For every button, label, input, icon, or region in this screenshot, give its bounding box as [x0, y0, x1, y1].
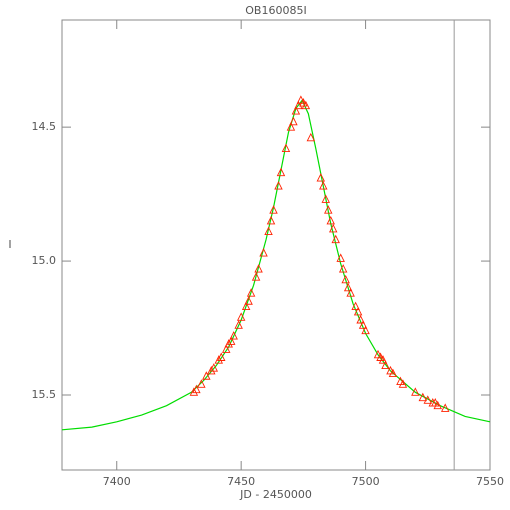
data-point: [353, 306, 363, 316]
data-point: [378, 355, 388, 364]
data-point: [236, 312, 246, 321]
data-point: [381, 360, 390, 369]
data-point: [291, 106, 301, 115]
data-point: [418, 392, 428, 402]
data-point: [341, 274, 350, 284]
data-point: [192, 384, 201, 394]
data-point: [358, 320, 368, 329]
data-point: [226, 336, 236, 345]
data-point: [356, 314, 365, 324]
x-tick-label: 7500: [352, 475, 380, 488]
y-tick-label: 15.5: [32, 388, 57, 401]
data-point: [259, 248, 268, 257]
data-point: [398, 379, 408, 388]
data-point: [197, 379, 206, 388]
data-point: [329, 223, 338, 233]
model-curve: [61, 99, 491, 431]
data-point: [338, 264, 348, 273]
plot-frame: [61, 19, 491, 471]
data-point: [331, 234, 340, 244]
data-point: [351, 301, 360, 311]
data-point: [411, 387, 420, 396]
x-tick-label: 7400: [103, 475, 131, 488]
data-point: [207, 365, 216, 375]
data-point: [241, 301, 251, 311]
data-point: [319, 181, 328, 190]
y-tick-label: 15.0: [32, 254, 57, 267]
data-point: [214, 355, 223, 364]
data-point: [336, 253, 345, 262]
x-tick-label: 7550: [476, 475, 504, 488]
data-point: [289, 116, 298, 126]
data-point: [388, 368, 398, 378]
data-point: [269, 205, 278, 214]
data-point: [281, 143, 291, 153]
data-point: [246, 288, 256, 297]
x-axis-label: JD - 2450000: [239, 488, 312, 501]
x-tick-label: 7450: [227, 475, 255, 488]
data-point: [234, 320, 243, 329]
data-point: [251, 272, 261, 281]
data-point: [324, 205, 333, 214]
data-point: [321, 194, 330, 203]
data-point: [440, 403, 450, 412]
data-point: [286, 122, 296, 131]
data-point: [316, 173, 326, 182]
data-point: [244, 296, 253, 305]
data-point: [343, 282, 353, 292]
chart-title: OB160085I: [245, 4, 306, 17]
data-point: [266, 215, 276, 225]
data-point: [346, 288, 355, 297]
data-point: [229, 331, 238, 340]
data-point: [224, 339, 233, 348]
data-point: [301, 100, 311, 110]
data-point: [276, 167, 286, 177]
data-point: [209, 363, 219, 372]
data-point: [202, 371, 211, 380]
data-point: [361, 325, 370, 335]
data-point: [264, 226, 273, 236]
data-point: [189, 387, 199, 396]
data-point: [222, 344, 231, 353]
data-point: [306, 132, 316, 142]
data-point: [326, 215, 335, 225]
data-point: [217, 352, 226, 361]
data-point: [254, 264, 263, 273]
y-axis-label: I: [8, 238, 11, 251]
y-tick-label: 14.5: [32, 120, 57, 133]
data-point: [274, 181, 283, 190]
data-point: [433, 400, 442, 410]
data-point: [423, 395, 433, 404]
